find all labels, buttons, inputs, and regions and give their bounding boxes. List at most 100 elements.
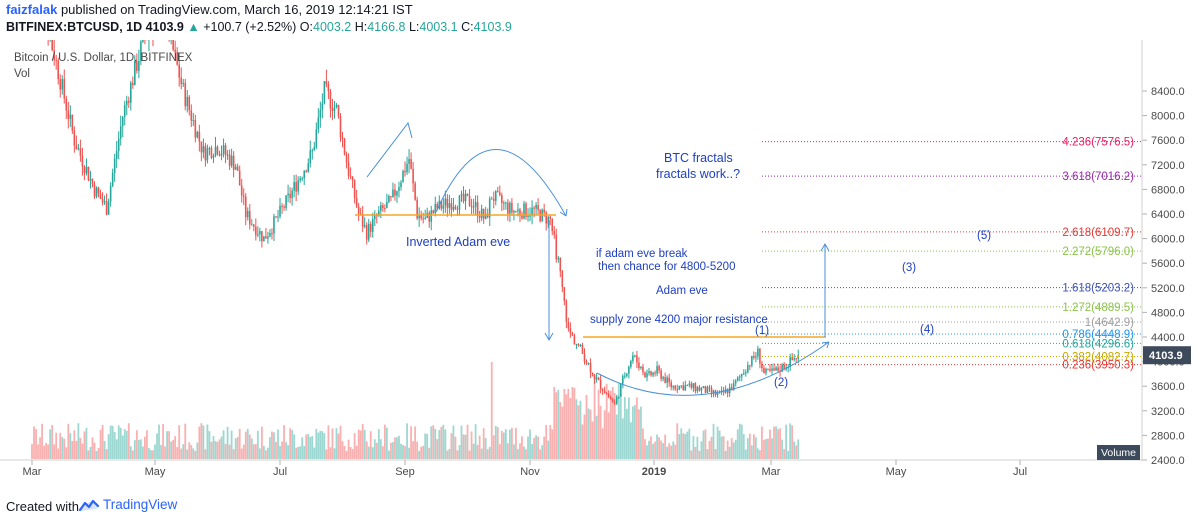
candle-body: [337, 104, 340, 117]
candle-body: [557, 257, 560, 260]
candle-body: [373, 214, 376, 220]
candle-body: [267, 236, 269, 239]
volume-bar: [674, 444, 677, 459]
low-value: 4003.1: [419, 20, 458, 34]
candle-body: [533, 207, 535, 209]
volume-bar: [529, 429, 531, 459]
volume-bar: [521, 436, 523, 459]
candle-body: [789, 357, 791, 367]
candle-body: [246, 210, 249, 218]
candle-body: [577, 343, 580, 346]
volume-bar: [87, 450, 90, 459]
volume-bar: [597, 389, 600, 459]
candle-body: [355, 198, 358, 207]
eve-arc-top: [435, 149, 567, 217]
candle-body: [718, 392, 721, 394]
volume-bar: [269, 437, 271, 459]
candle-body: [436, 203, 439, 209]
candle-body: [694, 383, 697, 392]
volume-bar: [601, 428, 604, 459]
candle-body: [601, 388, 604, 392]
volume-bar: [319, 430, 322, 459]
volume-bar: [81, 443, 84, 459]
candle-body: [505, 202, 507, 204]
candle-body: [357, 206, 360, 214]
candle-body: [742, 373, 745, 375]
candle-body: [238, 170, 241, 186]
candle-body: [682, 385, 685, 391]
volume-bar: [51, 425, 54, 459]
volume-bar: [101, 424, 104, 459]
volume-bar: [127, 423, 130, 459]
price-chart[interactable]: 4.236(7576.5) 3.618(7016.2) 2.618(6109.7) 2…: [0, 40, 1200, 480]
candle-body: [287, 193, 289, 196]
volume-bar: [196, 442, 199, 459]
volume-bar: [248, 434, 251, 459]
volume-bar: [462, 434, 465, 459]
candle-body: [680, 385, 683, 387]
candle-body: [315, 129, 318, 147]
volume-bar: [549, 425, 552, 459]
volume-bar: [273, 432, 275, 459]
candle-body: [101, 198, 104, 203]
candle-body: [501, 195, 503, 204]
volume-bar: [325, 449, 328, 459]
candle-body: [775, 367, 777, 371]
volume-bar: [559, 402, 562, 459]
candle-body: [299, 178, 301, 181]
candle-body: [630, 360, 632, 367]
candle-body: [97, 187, 100, 194]
volume-bar: [757, 448, 759, 459]
candle-body: [206, 148, 209, 161]
chart-area[interactable]: 4.236(7576.5) 3.618(7016.2) 2.618(6109.7) 2…: [0, 40, 1200, 480]
volume-bar: [414, 426, 417, 459]
candle-body: [361, 214, 364, 227]
author-name[interactable]: faizfalak: [6, 2, 58, 17]
candle-body: [605, 393, 608, 395]
volume-bar: [742, 434, 745, 459]
candle-body: [250, 224, 253, 226]
volume-bar: [369, 431, 372, 459]
volume-bar: [454, 436, 457, 459]
candle-body: [549, 216, 552, 219]
fib-level-label: 4.236(7576.5): [1062, 137, 1134, 149]
candle-body: [222, 145, 225, 154]
candle-body: [674, 385, 677, 390]
volume-bar: [105, 449, 108, 459]
symbol-info-line: BITFINEX:BTCUSD, 1D 4103.9 ▲ +100.7 (+2.…: [6, 20, 512, 34]
volume-bar: [430, 426, 433, 459]
candle-body: [396, 191, 398, 196]
volume-bar: [716, 426, 719, 459]
candle-body: [716, 393, 719, 395]
volume-bar: [123, 429, 126, 459]
volume-bar: [609, 390, 612, 459]
volume-bar: [791, 425, 794, 459]
volume-bar: [571, 386, 574, 459]
tradingview-logo[interactable]: TradingView: [78, 497, 177, 512]
volume-bar: [172, 440, 175, 459]
time-tick-label: 2019: [642, 466, 666, 478]
arc-arrowhead: [559, 208, 568, 217]
candle-body: [232, 155, 235, 170]
candle-body: [65, 98, 68, 111]
high-value: 4166.8: [367, 20, 406, 34]
candle-body: [305, 170, 308, 172]
volume-bar: [692, 436, 695, 459]
last-price: 4103.9: [145, 20, 184, 34]
volume-bar: [706, 449, 709, 459]
volume-bar: [91, 437, 94, 459]
candle-body: [63, 79, 66, 99]
volume-bar: [347, 439, 350, 459]
candle-body: [248, 210, 251, 225]
volume-bar: [77, 423, 80, 459]
candle-body: [624, 375, 626, 377]
volume-bar: [440, 426, 443, 459]
candle-body: [283, 206, 285, 208]
candle-body: [273, 216, 275, 234]
candle-body: [212, 156, 215, 158]
candle-body: [726, 389, 729, 394]
volume-bar: [93, 442, 96, 459]
volume-bar: [513, 444, 515, 459]
volume-bar: [375, 442, 378, 459]
volume-bar: [750, 445, 753, 459]
